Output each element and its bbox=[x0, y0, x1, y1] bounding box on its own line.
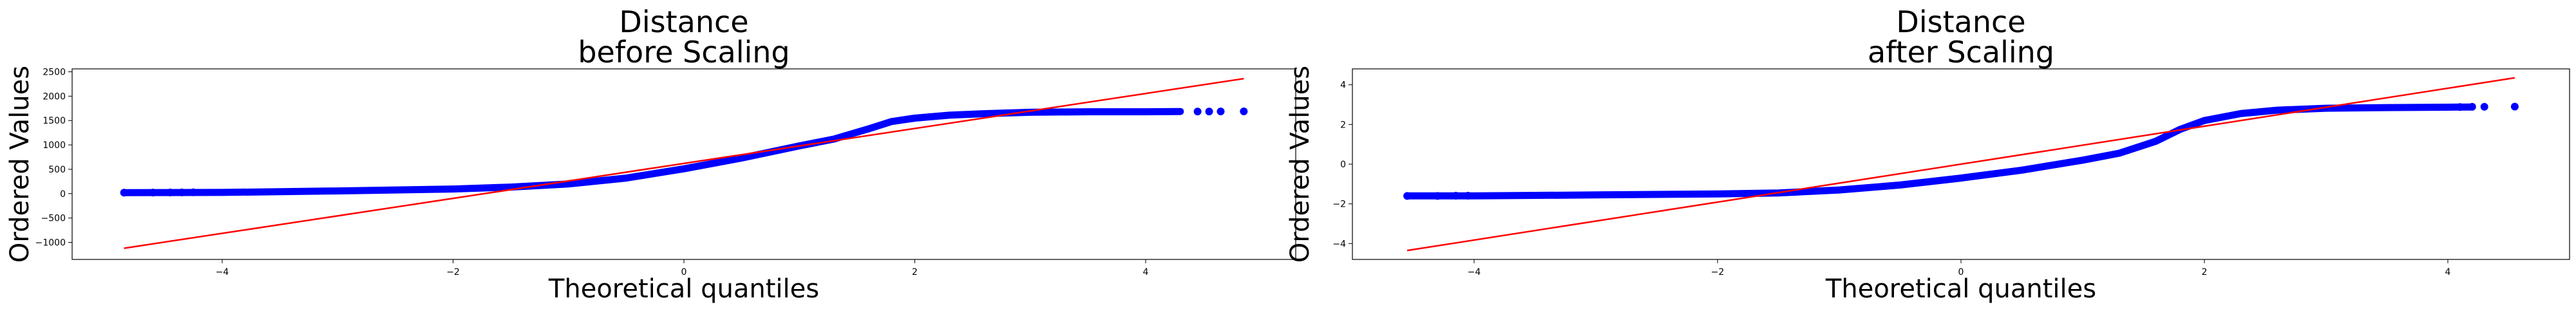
y-tick-label: 0 bbox=[60, 189, 66, 200]
x-tick-label: −4 bbox=[1468, 267, 1481, 277]
y-tick-label: 0 bbox=[1340, 160, 1346, 170]
chart-title-line-2: after Scaling bbox=[1868, 35, 2054, 70]
y-tick-label: 1000 bbox=[43, 140, 66, 151]
x-tick-label: 2 bbox=[2202, 267, 2208, 277]
data-point bbox=[1193, 108, 1202, 116]
y-tick-label: 500 bbox=[48, 165, 66, 175]
data-point bbox=[149, 189, 157, 197]
ordered-values-points bbox=[1403, 103, 2476, 200]
x-tick-label: 2 bbox=[912, 267, 918, 277]
plot-area bbox=[1403, 77, 2519, 252]
y-axis-label: Ordered Values bbox=[5, 66, 35, 263]
data-point bbox=[120, 189, 128, 197]
data-point bbox=[1217, 108, 1225, 116]
plot-area bbox=[120, 77, 1248, 249]
x-tick-label: 4 bbox=[1143, 267, 1149, 277]
x-tick-label: −2 bbox=[1711, 267, 1725, 277]
data-point bbox=[189, 188, 198, 196]
x-tick-label: 0 bbox=[681, 267, 687, 277]
data-point bbox=[1464, 192, 1472, 200]
fit-line bbox=[1406, 77, 2515, 252]
x-tick-label: −2 bbox=[446, 267, 460, 277]
data-point bbox=[1434, 192, 1442, 200]
data-point bbox=[1452, 192, 1460, 200]
data-point bbox=[1205, 108, 1213, 116]
chart-title-line-1: Distance bbox=[1896, 5, 2025, 39]
y-axis-label: Ordered Values bbox=[1285, 66, 1315, 263]
data-point bbox=[2468, 102, 2476, 111]
data-point bbox=[166, 189, 175, 197]
data-point bbox=[2510, 102, 2519, 111]
y-tick-label: 2500 bbox=[43, 68, 66, 78]
data-point bbox=[178, 188, 186, 196]
data-point bbox=[1240, 108, 1248, 116]
chart-title-line-2: before Scaling bbox=[578, 35, 790, 70]
data-point bbox=[2480, 102, 2488, 111]
x-axis-label: Theoretical quantiles bbox=[548, 274, 819, 304]
y-tick-label: 2 bbox=[1340, 120, 1346, 130]
x-axis-label: Theoretical quantiles bbox=[1825, 274, 2096, 304]
x-tick-label: 4 bbox=[2445, 267, 2451, 277]
y-tick-label: −2 bbox=[1332, 200, 1346, 210]
y-tick-label: 4 bbox=[1340, 80, 1346, 91]
data-point bbox=[2456, 103, 2464, 111]
y-tick-label: −500 bbox=[41, 214, 66, 224]
y-tick-label: 1500 bbox=[43, 116, 66, 126]
y-tick-label: −1000 bbox=[35, 238, 66, 248]
y-tick-label: 2000 bbox=[43, 91, 66, 102]
y-tick-label: −4 bbox=[1332, 239, 1346, 249]
fit-line bbox=[124, 77, 1244, 249]
x-tick-label: 0 bbox=[1958, 267, 1964, 277]
x-tick-label: −4 bbox=[216, 267, 229, 277]
chart-title-line-1: Distance bbox=[619, 5, 748, 39]
ordered-values-points bbox=[120, 108, 1184, 196]
data-point bbox=[1403, 192, 1412, 200]
